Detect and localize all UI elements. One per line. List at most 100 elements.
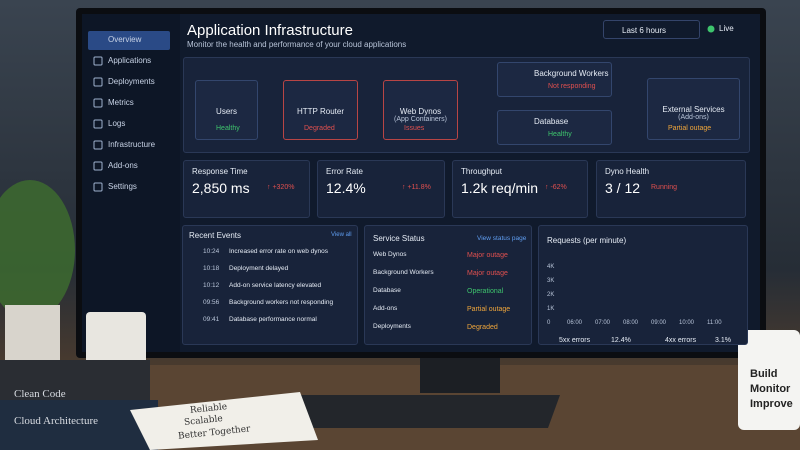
events-panel: Recent Events View all 10:24 Increased erro… xyxy=(182,225,358,345)
sidebar-item: Settings xyxy=(108,182,137,191)
service-name: Background Workers xyxy=(373,269,434,276)
event-time: 09:41 xyxy=(203,316,220,323)
title: Application Infrastructure xyxy=(187,22,353,39)
book-title: Clean Code xyxy=(14,388,66,400)
legend-label: 5xx errors xyxy=(559,337,591,344)
sidebar-icon xyxy=(93,140,103,150)
node: External Services (Add-ons) Partial outage xyxy=(647,78,740,140)
time-range[interactable]: Last 6 hours xyxy=(603,20,700,39)
x-tick-label: 11:00 xyxy=(707,320,722,326)
pen-cup xyxy=(86,312,146,367)
node-status: Healthy xyxy=(216,125,240,132)
node: Background Workers Not responding xyxy=(497,62,612,97)
event-text: Deployment delayed xyxy=(229,265,289,272)
service-status: Major outage xyxy=(467,270,508,277)
sidebar-icon xyxy=(93,77,103,87)
sidebar-item: Logs xyxy=(108,119,126,128)
y-tick-label: 3K xyxy=(547,278,555,284)
service-name: Add-ons xyxy=(373,305,398,312)
status-panel: Service Status View status page Web Dynos M… xyxy=(364,225,532,345)
service-name: Web Dynos xyxy=(373,251,407,258)
node-label: Users xyxy=(216,107,237,116)
service-status: Operational xyxy=(467,288,504,295)
monitor-base xyxy=(300,395,560,428)
node: Database Healthy xyxy=(497,110,612,145)
metric-value: 12.4% xyxy=(326,180,366,196)
metric-label: Error Rate xyxy=(326,167,363,176)
sidebar-item: Overview xyxy=(108,35,142,44)
event-time: 10:24 xyxy=(203,248,220,255)
panel-title: Service Status xyxy=(373,234,425,243)
metric-value: 2,850 ms xyxy=(192,180,250,196)
x-tick-label: 08:00 xyxy=(623,320,639,326)
sidebar-icon xyxy=(93,56,103,66)
legend-value: 3.1% xyxy=(715,337,731,344)
node-status: Partial outage xyxy=(668,125,712,132)
sidebar-item: Deployments xyxy=(108,77,155,86)
node-sublabel: (Add-ons) xyxy=(678,114,709,121)
sidebar-item: Metrics xyxy=(108,98,134,107)
metric-change: ↑ +11.8% xyxy=(402,184,431,191)
node-label: Background Workers xyxy=(534,69,609,78)
metric-label: Dyno Health xyxy=(605,167,650,176)
mug xyxy=(738,330,800,430)
legend-label: 4xx errors xyxy=(665,337,697,344)
requests-panel: Requests (per minute) 4K 3K 2K 1K 0 06:00 07:00… xyxy=(538,225,748,345)
node-label: External Services xyxy=(662,105,725,114)
y-tick-label: 2K xyxy=(547,292,555,298)
sidebar-icon xyxy=(93,98,103,108)
event-time: 09:56 xyxy=(203,299,220,306)
y-tick-label: 4K xyxy=(547,264,555,270)
notebook xyxy=(130,392,318,450)
subtitle: Monitor the health and performance of yo… xyxy=(187,40,407,49)
panel-title: Recent Events xyxy=(189,231,242,240)
x-tick-label: 09:00 xyxy=(651,320,667,326)
metric-change: ↑ +320% xyxy=(267,184,295,191)
node-sublabel: (App Containers) xyxy=(394,116,447,123)
metric-label: Throughput xyxy=(461,167,502,176)
x-tick-label: 10:00 xyxy=(679,320,695,326)
book xyxy=(0,360,150,400)
metric-card: Response Time 2,850 ms ↑ +320% xyxy=(183,160,310,218)
plant-pot xyxy=(5,305,60,365)
event-text: Background workers not responding xyxy=(229,299,334,306)
node: HTTP Router Degraded xyxy=(283,80,358,140)
service-name: Deployments xyxy=(373,323,411,330)
y-tick-label: 1K xyxy=(547,306,555,312)
metric-change: ↑ -62% xyxy=(545,184,567,191)
live-dot xyxy=(707,25,715,33)
link[interactable]: View status page xyxy=(477,235,527,242)
event-text: Increased error rate on web dynos xyxy=(229,248,328,255)
node-label: Web Dynos xyxy=(399,107,442,116)
node-status: Degraded xyxy=(304,125,335,132)
event-time: 10:12 xyxy=(203,282,220,289)
node-status: Not responding xyxy=(548,83,596,90)
metric-card: Dyno Health 3 / 12 Running xyxy=(596,160,746,218)
x-tick-label: 06:00 xyxy=(567,320,583,326)
link[interactable]: View all xyxy=(331,232,352,238)
metric-value: 1.2k req/min xyxy=(461,180,539,196)
book-title: Cloud Architecture xyxy=(14,415,99,427)
sidebar-icon xyxy=(93,119,103,129)
y-tick-label: 0 xyxy=(547,320,551,326)
sidebar-item: Applications xyxy=(108,56,152,65)
sidebar-icon xyxy=(93,182,103,192)
service-name: Database xyxy=(373,287,401,294)
x-tick-label: 07:00 xyxy=(595,320,611,326)
panel-title: Requests (per minute) xyxy=(547,236,627,245)
metric-label: Response Time xyxy=(192,167,248,176)
node: Web Dynos (App Containers) Issues xyxy=(383,80,458,140)
live: Live xyxy=(719,24,734,33)
plant xyxy=(0,180,75,320)
metric-card: Throughput 1.2k req/min ↑ -62% xyxy=(452,160,588,218)
node-status: Issues xyxy=(404,125,425,132)
event-text: Database performance normal xyxy=(229,316,317,323)
mug-text: Improve xyxy=(750,398,793,410)
metric-card: Error Rate 12.4% ↑ +11.8% xyxy=(317,160,445,218)
node: Users Healthy xyxy=(195,80,258,140)
node-label: Database xyxy=(534,117,569,126)
service-status: Degraded xyxy=(467,324,498,331)
book xyxy=(0,400,158,450)
event-time: 10:18 xyxy=(203,265,220,272)
